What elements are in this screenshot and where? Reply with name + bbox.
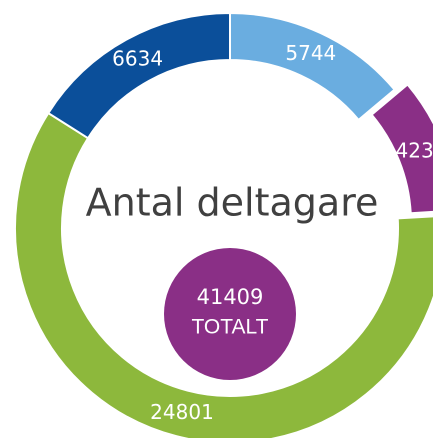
slice-label: 6634 xyxy=(112,47,163,71)
total-circle xyxy=(164,248,296,380)
slice xyxy=(229,11,396,122)
total-value: 41409 xyxy=(197,285,264,309)
slice xyxy=(14,111,433,438)
chart-title: Antal deltagare xyxy=(86,181,379,225)
slice-label: 24801 xyxy=(150,400,214,424)
slice-label: 4230 xyxy=(396,139,433,163)
slice xyxy=(46,11,231,140)
slices: 5744 4230 24801 6634 xyxy=(14,11,433,438)
total-label: TOTALT xyxy=(191,316,268,339)
slice-label: 5744 xyxy=(285,41,336,65)
slice xyxy=(370,83,433,215)
